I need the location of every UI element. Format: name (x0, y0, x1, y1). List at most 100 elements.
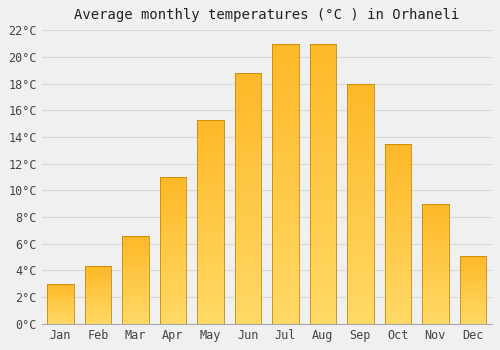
Bar (122, 281, 148, 282)
Bar (85, 283, 111, 284)
Bar (310, 145, 336, 147)
Bar (272, 254, 298, 257)
Bar (160, 220, 186, 221)
Bar (272, 229, 298, 231)
Bar (85, 290, 111, 291)
Bar (422, 228, 448, 229)
Bar (385, 153, 411, 155)
Bar (235, 158, 261, 161)
Bar (160, 195, 186, 196)
Bar (422, 318, 448, 319)
Bar (272, 215, 298, 217)
Bar (385, 218, 411, 219)
Bar (235, 103, 261, 106)
Bar (122, 264, 148, 265)
Bar (235, 151, 261, 153)
Bar (385, 212, 411, 214)
Bar (198, 205, 224, 208)
Bar (48, 308, 74, 309)
Bar (385, 210, 411, 212)
Bar (385, 275, 411, 277)
Bar (272, 273, 298, 276)
Bar (235, 133, 261, 136)
Bar (422, 229, 448, 230)
Bar (385, 279, 411, 281)
Bar (310, 184, 336, 187)
Bar (48, 319, 74, 320)
Bar (348, 309, 374, 312)
Bar (122, 240, 148, 241)
Bar (235, 108, 261, 111)
Bar (272, 259, 298, 262)
Bar (422, 267, 448, 268)
Bar (198, 163, 224, 164)
Bar (310, 128, 336, 131)
Bar (422, 261, 448, 262)
Bar (460, 310, 486, 311)
Bar (48, 302, 74, 303)
Bar (310, 290, 336, 293)
Bar (198, 218, 224, 220)
Bar (348, 247, 374, 250)
Bar (198, 295, 224, 297)
Bar (422, 287, 448, 288)
Bar (198, 277, 224, 279)
Bar (460, 272, 486, 273)
Bar (122, 316, 148, 317)
Bar (122, 259, 148, 260)
Bar (422, 241, 448, 242)
Bar (348, 120, 374, 122)
Bar (235, 136, 261, 138)
Bar (160, 199, 186, 201)
Bar (385, 149, 411, 151)
Bar (198, 185, 224, 187)
Bar (460, 306, 486, 307)
Bar (235, 224, 261, 226)
Bar (385, 311, 411, 313)
Bar (385, 268, 411, 270)
Bar (460, 311, 486, 312)
Bar (460, 290, 486, 291)
Bar (348, 266, 374, 268)
Bar (422, 257, 448, 258)
Bar (198, 191, 224, 193)
Bar (160, 278, 186, 280)
Bar (85, 316, 111, 317)
Bar (235, 201, 261, 203)
Bar (385, 225, 411, 226)
Bar (85, 318, 111, 319)
Bar (122, 245, 148, 246)
Bar (122, 278, 148, 279)
Bar (160, 302, 186, 303)
Bar (160, 217, 186, 218)
Bar (310, 321, 336, 324)
Title: Average monthly temperatures (°C ) in Orhaneli: Average monthly temperatures (°C ) in Or… (74, 8, 460, 22)
Bar (48, 323, 74, 324)
Bar (348, 146, 374, 149)
Bar (422, 206, 448, 208)
Bar (422, 285, 448, 287)
Bar (235, 264, 261, 266)
Bar (160, 262, 186, 264)
Bar (122, 239, 148, 240)
Bar (85, 319, 111, 320)
Bar (422, 292, 448, 293)
Bar (348, 110, 374, 113)
Bar (310, 223, 336, 226)
Bar (310, 318, 336, 321)
Bar (122, 266, 148, 267)
Bar (160, 224, 186, 225)
Bar (310, 69, 336, 72)
Bar (348, 86, 374, 89)
Bar (85, 277, 111, 278)
Bar (348, 192, 374, 194)
Bar (422, 275, 448, 276)
Bar (160, 312, 186, 314)
Bar (272, 105, 298, 108)
Bar (310, 217, 336, 220)
Bar (310, 72, 336, 75)
Bar (160, 223, 186, 224)
Bar (160, 233, 186, 234)
Bar (198, 230, 224, 232)
Bar (422, 217, 448, 218)
